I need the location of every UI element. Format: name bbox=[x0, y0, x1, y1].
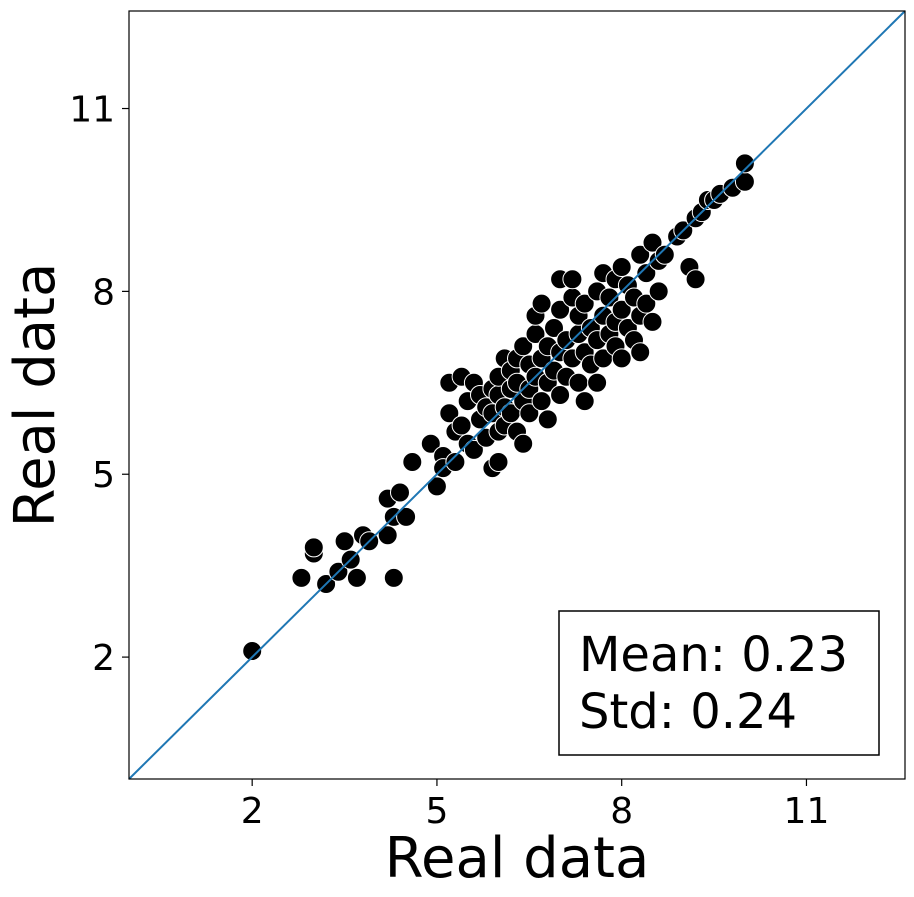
y-axis: 2 5 8 11 bbox=[69, 90, 129, 679]
plot-frame bbox=[128, 10, 906, 780]
scatter-point-104 bbox=[630, 244, 651, 265]
scatter-point-66 bbox=[537, 409, 558, 430]
scatter-point-93 bbox=[599, 287, 620, 308]
scatter-point-107 bbox=[636, 263, 657, 284]
scatter-point-117 bbox=[685, 269, 706, 290]
y-axis-title: Real data bbox=[3, 263, 68, 528]
scatter-point-63 bbox=[531, 293, 552, 314]
scatter-point-57 bbox=[519, 403, 540, 424]
y-tick-label: 5 bbox=[92, 455, 115, 496]
scatter-point-98 bbox=[611, 299, 632, 320]
stats-frame bbox=[558, 610, 880, 756]
scatter-point-52 bbox=[513, 336, 534, 357]
x-tick-label: 11 bbox=[784, 791, 830, 832]
x-tick-label: 2 bbox=[241, 791, 264, 832]
stats-box: Mean: 0.23 Std: 0.24 bbox=[558, 610, 880, 756]
scatter-point-110 bbox=[642, 311, 663, 332]
identity-line bbox=[128, 10, 906, 780]
scatter-point-109 bbox=[642, 232, 663, 253]
x-tick-label: 5 bbox=[425, 791, 448, 832]
scatter-point-27 bbox=[451, 415, 472, 436]
x-axis: 2 5 8 11 bbox=[241, 779, 830, 832]
scatter-point-13 bbox=[383, 567, 404, 588]
scatter-point-77 bbox=[562, 269, 583, 290]
scatter-point-108 bbox=[636, 293, 657, 314]
stats-mean-text: Mean: 0.23 bbox=[579, 627, 848, 683]
x-tick-label: 8 bbox=[610, 791, 633, 832]
scatter-point-97 bbox=[611, 257, 632, 277]
scatter-point-16 bbox=[396, 506, 417, 527]
scatter-point-17 bbox=[402, 452, 423, 472]
scatter-point-12 bbox=[377, 525, 398, 546]
scatter-point-72 bbox=[550, 299, 571, 320]
y-tick-label: 8 bbox=[92, 272, 115, 313]
scatter-point-15 bbox=[390, 482, 410, 503]
scatter-point-31 bbox=[463, 439, 484, 460]
scatter-point-106 bbox=[630, 342, 651, 363]
scatter-point-71 bbox=[550, 385, 571, 405]
scatter-point-0 bbox=[242, 641, 263, 661]
scatter-point-22 bbox=[439, 403, 460, 424]
x-axis-title: Real data bbox=[385, 826, 650, 891]
y-tick-label: 2 bbox=[92, 638, 115, 679]
scatter-point-99 bbox=[611, 348, 632, 369]
scatter-point-54 bbox=[513, 433, 534, 454]
y-tick-label: 11 bbox=[69, 90, 115, 131]
marks-layer bbox=[242, 153, 755, 661]
stats-std-text: Std: 0.24 bbox=[579, 684, 797, 740]
scatter-point-25 bbox=[445, 452, 466, 472]
scatter-point-8 bbox=[346, 567, 367, 588]
scatter-point-83 bbox=[574, 293, 595, 314]
scatter-point-67 bbox=[544, 318, 564, 338]
scatter-point-125 bbox=[734, 153, 755, 174]
scatter-point-88 bbox=[587, 372, 608, 393]
scatter-point-61 bbox=[531, 391, 552, 412]
scatter-point-79 bbox=[568, 372, 589, 393]
scatter-point-6 bbox=[334, 531, 355, 552]
scatter-point-18 bbox=[420, 433, 441, 454]
scatter-point-3 bbox=[303, 537, 324, 558]
scatter-point-19 bbox=[426, 476, 447, 497]
scatter-point-112 bbox=[648, 281, 669, 302]
scatter-point-1 bbox=[291, 567, 312, 588]
scatter-point-82 bbox=[574, 391, 595, 412]
scatter-point-39 bbox=[488, 452, 509, 472]
scatter-point-113 bbox=[654, 244, 675, 265]
